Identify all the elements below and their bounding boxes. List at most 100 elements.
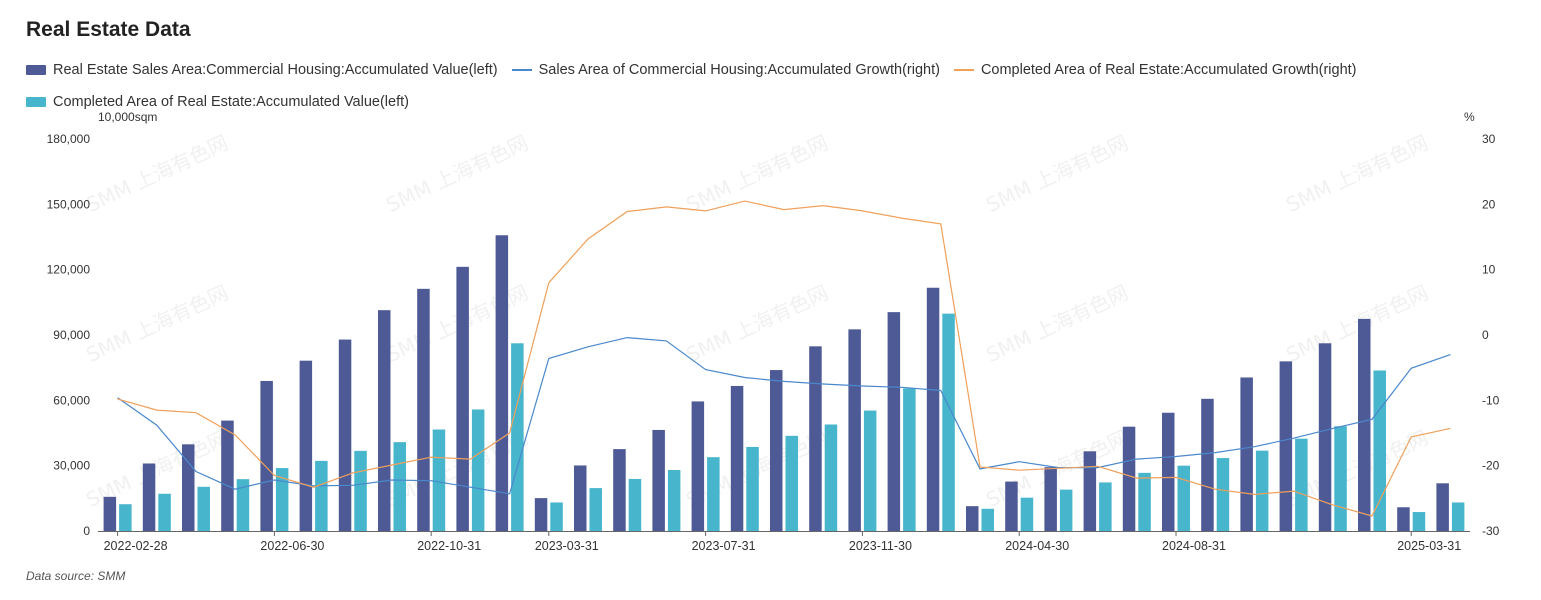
x-tick-label: 2022-02-28 bbox=[104, 539, 168, 553]
x-tick-label: 2024-08-31 bbox=[1162, 539, 1226, 553]
bar-completed-area[interactable] bbox=[315, 460, 328, 531]
left-tick-label: 120,000 bbox=[47, 263, 91, 277]
bar-completed-area[interactable] bbox=[1099, 482, 1112, 531]
left-tick-label: 60,000 bbox=[53, 393, 90, 407]
legend-item-completed-growth[interactable]: Completed Area of Real Estate:Accumulate… bbox=[953, 62, 1357, 78]
legend-item-sales-area[interactable]: Real Estate Sales Area:Commercial Housin… bbox=[26, 62, 498, 78]
bar-completed-area[interactable] bbox=[1295, 438, 1308, 531]
bar-completed-area[interactable] bbox=[903, 388, 916, 531]
bar-completed-area[interactable] bbox=[550, 502, 563, 531]
x-tick-label: 2025-03-31 bbox=[1397, 539, 1461, 553]
line-completed-growth[interactable] bbox=[117, 200, 1451, 517]
right-tick-label: -30 bbox=[1482, 524, 1500, 538]
bar-completed-area[interactable] bbox=[1373, 370, 1387, 531]
bar-sales-area[interactable] bbox=[1201, 398, 1214, 531]
left-tick-label: 150,000 bbox=[47, 197, 91, 211]
bar-completed-area[interactable] bbox=[354, 450, 367, 531]
right-tick-label: 20 bbox=[1482, 197, 1496, 211]
bar-sales-area[interactable] bbox=[730, 385, 744, 531]
bar-sales-area[interactable] bbox=[103, 496, 117, 531]
bar-completed-area[interactable] bbox=[589, 488, 603, 531]
bar-completed-area[interactable] bbox=[1138, 472, 1151, 531]
x-tick-label: 2023-11-30 bbox=[849, 539, 912, 553]
bar-completed-area[interactable] bbox=[393, 442, 407, 531]
bar-sales-area[interactable] bbox=[1162, 412, 1175, 531]
left-tick-label: 90,000 bbox=[53, 328, 90, 342]
bar-completed-area[interactable] bbox=[746, 446, 759, 531]
bar-sales-area[interactable] bbox=[691, 401, 705, 531]
bar-sales-area[interactable] bbox=[417, 288, 430, 531]
bar-sales-area[interactable] bbox=[1083, 451, 1097, 531]
bar-sales-area[interactable] bbox=[221, 420, 234, 531]
bar-sales-area[interactable] bbox=[1279, 361, 1293, 531]
watermark-text: SMM 上海有色网 bbox=[82, 280, 231, 367]
bar-completed-area[interactable] bbox=[981, 508, 995, 531]
bar-completed-area[interactable] bbox=[1177, 465, 1191, 531]
bar-layer bbox=[103, 235, 1465, 531]
bar-completed-area[interactable] bbox=[707, 457, 720, 531]
bar-completed-area[interactable] bbox=[432, 429, 446, 531]
bar-sales-area[interactable] bbox=[378, 310, 391, 531]
bar-sales-area[interactable] bbox=[456, 266, 469, 531]
legend-swatch-completed-area bbox=[26, 97, 46, 107]
bar-completed-area[interactable] bbox=[942, 313, 955, 531]
bar-sales-area[interactable] bbox=[299, 360, 313, 531]
bar-completed-area[interactable] bbox=[1020, 497, 1034, 531]
bar-completed-area[interactable] bbox=[511, 343, 524, 531]
bar-sales-area[interactable] bbox=[770, 370, 783, 531]
bar-sales-area[interactable] bbox=[1240, 377, 1253, 531]
bar-sales-area[interactable] bbox=[1044, 467, 1057, 531]
right-tick-label: 10 bbox=[1482, 263, 1496, 277]
x-tick-label: 2023-03-31 bbox=[535, 539, 599, 553]
bar-sales-area[interactable] bbox=[1397, 507, 1410, 531]
legend-item-completed-area[interactable]: Completed Area of Real Estate:Accumulate… bbox=[26, 94, 409, 110]
bar-sales-area[interactable] bbox=[1318, 343, 1332, 531]
bar-sales-area[interactable] bbox=[142, 463, 156, 531]
legend-item-sales-growth[interactable]: Sales Area of Commercial Housing:Accumul… bbox=[511, 62, 940, 78]
watermark-text: SMM 上海有色网 bbox=[82, 130, 231, 217]
left-tick-label: 180,000 bbox=[47, 132, 91, 146]
bar-sales-area[interactable] bbox=[966, 506, 979, 531]
bar-completed-area[interactable] bbox=[1451, 502, 1465, 531]
bar-sales-area[interactable] bbox=[260, 380, 273, 531]
bar-completed-area[interactable] bbox=[158, 493, 171, 531]
bar-sales-area[interactable] bbox=[1005, 481, 1018, 531]
bar-sales-area[interactable] bbox=[848, 329, 861, 531]
legend-label-sales-area: Real Estate Sales Area:Commercial Housin… bbox=[53, 62, 498, 78]
bar-completed-area[interactable] bbox=[628, 478, 642, 531]
bar-completed-area[interactable] bbox=[275, 468, 289, 531]
bar-sales-area[interactable] bbox=[652, 429, 665, 531]
legend: Real Estate Sales Area:Commercial Housin… bbox=[26, 54, 1506, 118]
bar-completed-area[interactable] bbox=[1059, 489, 1073, 531]
bar-completed-area[interactable] bbox=[1255, 450, 1269, 531]
bar-completed-area[interactable] bbox=[471, 409, 485, 531]
bar-completed-area[interactable] bbox=[1334, 426, 1347, 531]
bar-completed-area[interactable] bbox=[667, 470, 681, 531]
right-tick-label: 0 bbox=[1482, 328, 1489, 342]
bar-completed-area[interactable] bbox=[197, 486, 211, 531]
bar-sales-area[interactable] bbox=[613, 449, 626, 531]
bar-sales-area[interactable] bbox=[338, 339, 352, 531]
bar-sales-area[interactable] bbox=[495, 235, 509, 531]
legend-swatch-sales-growth bbox=[511, 69, 532, 71]
bar-sales-area[interactable] bbox=[574, 465, 587, 531]
bar-sales-area[interactable] bbox=[1358, 318, 1371, 531]
bar-sales-area[interactable] bbox=[534, 498, 548, 531]
x-axis-ticks: 2022-02-28 2022-06-30 2022-10-31 2023-03-31… bbox=[104, 531, 1461, 553]
bar-sales-area[interactable] bbox=[1122, 426, 1136, 531]
data-source: Data source: SMM bbox=[26, 569, 126, 583]
bar-completed-area[interactable] bbox=[785, 435, 799, 531]
bar-completed-area[interactable] bbox=[1412, 512, 1426, 531]
bar-completed-area[interactable] bbox=[236, 479, 250, 531]
bar-sales-area[interactable] bbox=[926, 287, 940, 531]
bar-sales-area[interactable] bbox=[887, 312, 901, 531]
bar-completed-area[interactable] bbox=[863, 410, 877, 531]
bar-completed-area[interactable] bbox=[119, 504, 132, 531]
bar-completed-area[interactable] bbox=[824, 424, 838, 531]
line-sales-growth[interactable] bbox=[117, 336, 1451, 495]
legend-label-sales-growth: Sales Area of Commercial Housing:Accumul… bbox=[538, 62, 940, 78]
bar-sales-area[interactable] bbox=[1436, 483, 1449, 531]
watermark-text: SMM 上海有色网 bbox=[382, 130, 531, 217]
bar-completed-area[interactable] bbox=[1216, 458, 1230, 531]
bar-sales-area[interactable] bbox=[809, 346, 822, 531]
